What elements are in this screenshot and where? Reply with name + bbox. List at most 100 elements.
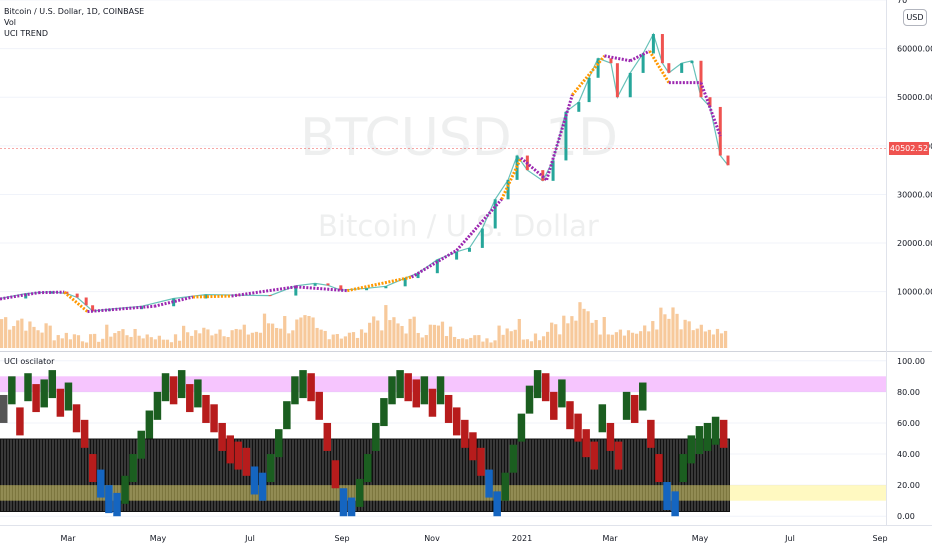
volume-bar	[319, 329, 323, 348]
volume-bar	[396, 323, 400, 348]
price-candle	[435, 259, 439, 274]
price-candle	[294, 285, 298, 296]
osc-bar	[501, 472, 509, 501]
osc-bar	[525, 385, 534, 414]
osc-bar	[242, 447, 251, 476]
time-tick-label: Sep	[872, 534, 887, 543]
volume-bar	[275, 327, 279, 348]
osc-bar	[606, 422, 615, 451]
volume-bar	[72, 334, 77, 348]
volume-bar	[444, 336, 449, 348]
legend-vol[interactable]: Vol	[4, 18, 16, 27]
volume-bar	[355, 337, 360, 348]
osc-bar	[396, 370, 404, 399]
trend-segment	[571, 54, 606, 96]
price-candle	[577, 102, 581, 112]
osc-bar	[40, 379, 48, 408]
volume-bar	[230, 330, 234, 348]
price-tick-label: 70	[897, 0, 907, 5]
price-candle	[615, 63, 619, 98]
volume-bar	[606, 334, 610, 348]
volume-bar	[157, 335, 161, 348]
volume-bar	[695, 328, 699, 348]
volume-bar	[380, 330, 384, 348]
currency-badge[interactable]: USD	[903, 9, 927, 26]
volume-bar	[335, 334, 339, 348]
volume-bar	[153, 339, 157, 348]
price-candle	[641, 53, 645, 73]
price-candle	[236, 294, 240, 296]
volume-bar	[84, 342, 89, 348]
osc-bar	[355, 478, 364, 507]
volume-bar	[279, 328, 283, 348]
osc-bar	[234, 441, 243, 470]
volume-bar	[643, 325, 647, 348]
osc-bar	[323, 422, 332, 451]
volume-bar	[570, 316, 574, 348]
volume-bar	[254, 331, 259, 348]
volume-bar	[177, 340, 182, 348]
volume-bar	[554, 324, 558, 348]
volume-bar	[347, 332, 352, 348]
volume-bar	[376, 320, 380, 348]
legend-trend[interactable]: UCI TREND	[4, 29, 48, 38]
volume-bar	[133, 328, 137, 348]
watermark-ticker: BTCUSD, 1D	[300, 108, 618, 168]
volume-bar	[473, 335, 477, 348]
volume-bar	[343, 336, 348, 348]
price-candle	[718, 106, 722, 156]
volume-bar	[291, 330, 295, 348]
volume-bar	[145, 334, 149, 348]
volume-bar	[121, 329, 125, 348]
osc-bar	[32, 384, 40, 413]
price-candle	[506, 179, 510, 200]
osc-bar	[177, 370, 186, 399]
volume-bar	[32, 326, 36, 348]
osc-bar	[711, 416, 720, 445]
osc-bar	[56, 388, 65, 417]
volume-bar	[299, 317, 303, 348]
volume-bar	[182, 325, 186, 348]
oversold-band	[0, 485, 886, 501]
oscillator-legend[interactable]: UCI oscilator	[4, 357, 55, 366]
volume-bar	[651, 321, 655, 348]
osc-tick-label: 60.00	[897, 419, 920, 428]
osc-bar	[469, 432, 477, 461]
volume-bar	[457, 339, 461, 348]
volume-bar	[497, 325, 501, 348]
osc-bar	[452, 407, 461, 436]
price-line	[0, 32, 729, 312]
osc-bar	[639, 382, 647, 411]
volume-bar	[546, 331, 550, 348]
legend-symbol[interactable]: Bitcoin / U.S. Dollar, 1D, COINBASE	[4, 7, 145, 16]
volume-bar	[351, 332, 356, 348]
price-candle	[65, 291, 69, 294]
volume-bar	[634, 333, 639, 348]
osc-tick-label: 40.00	[897, 450, 920, 459]
volume-bar	[48, 325, 52, 348]
volume-bar	[52, 340, 56, 348]
volume-bar	[56, 335, 60, 348]
volume-bar	[250, 332, 254, 348]
volume-bar	[12, 326, 16, 348]
volume-bar	[590, 322, 594, 348]
volume-bar	[566, 323, 570, 348]
volume-bar	[719, 333, 724, 348]
price-candle	[49, 291, 53, 294]
volume-bar	[602, 316, 606, 348]
osc-bar	[64, 382, 73, 411]
volume-bar	[586, 311, 590, 348]
osc-bar	[210, 404, 218, 433]
volume-bar	[165, 339, 170, 348]
volume-bar	[582, 308, 586, 348]
volume-bar	[323, 330, 327, 348]
trend-segment	[629, 49, 651, 63]
volume-bar	[218, 329, 222, 348]
volume-bar	[303, 315, 307, 348]
volume-bar	[517, 318, 521, 348]
volume-bar	[525, 339, 530, 348]
price-candle	[326, 283, 330, 286]
volume-bar	[339, 338, 343, 348]
volume-bar	[161, 339, 166, 348]
